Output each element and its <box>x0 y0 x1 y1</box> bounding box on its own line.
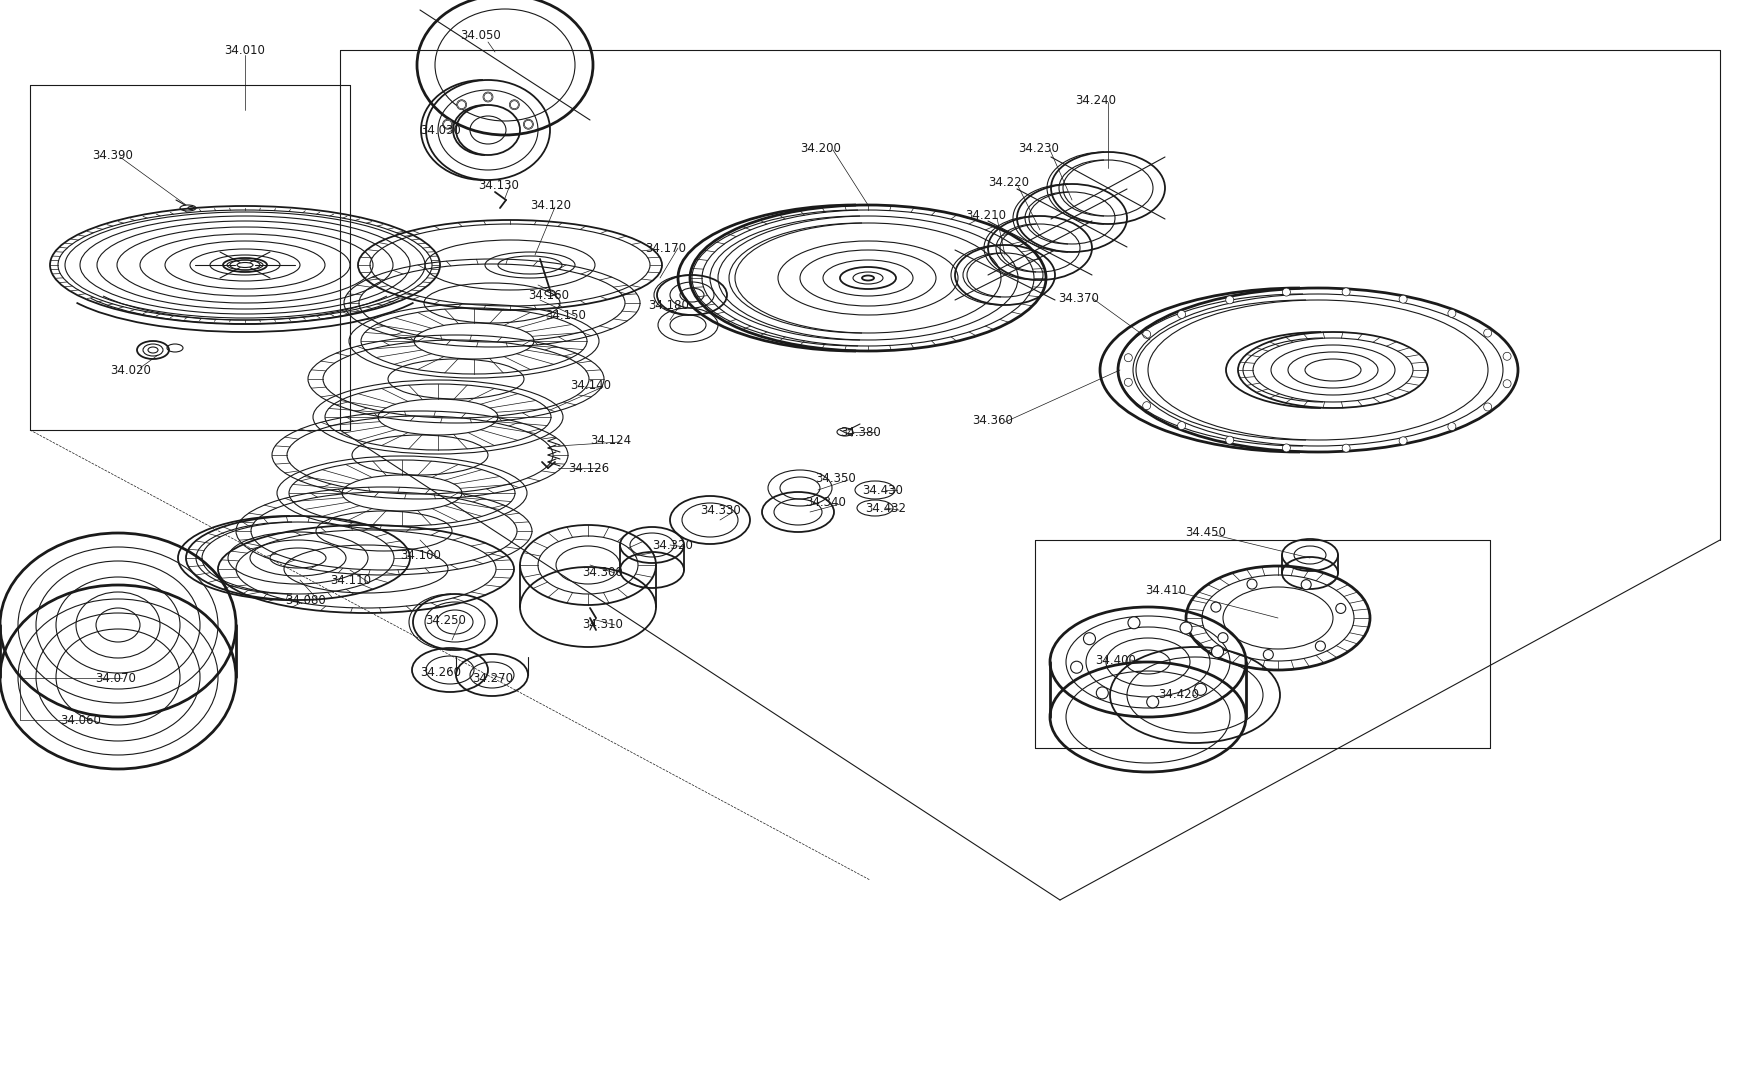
Circle shape <box>1342 444 1349 452</box>
Text: 34.010: 34.010 <box>224 44 266 57</box>
Text: 34.360: 34.360 <box>971 413 1013 426</box>
Text: 34.370: 34.370 <box>1059 291 1099 304</box>
Text: 34.320: 34.320 <box>653 538 693 552</box>
Text: 34.150: 34.150 <box>544 308 586 322</box>
Circle shape <box>1503 379 1510 388</box>
Text: 34.070: 34.070 <box>94 671 136 685</box>
Text: 34.180: 34.180 <box>648 299 690 312</box>
Circle shape <box>483 92 493 102</box>
Circle shape <box>1484 403 1491 411</box>
Circle shape <box>457 99 467 110</box>
Circle shape <box>1143 402 1152 410</box>
Circle shape <box>509 99 520 110</box>
Text: 34.220: 34.220 <box>989 175 1029 189</box>
Text: 34.430: 34.430 <box>863 484 903 497</box>
Text: 34.240: 34.240 <box>1074 94 1116 107</box>
Circle shape <box>1316 641 1325 651</box>
Text: 34.120: 34.120 <box>530 198 570 211</box>
Circle shape <box>1447 310 1456 317</box>
Circle shape <box>1302 580 1311 590</box>
Circle shape <box>1129 617 1139 629</box>
Circle shape <box>1096 687 1108 699</box>
Text: 34.170: 34.170 <box>646 242 686 254</box>
Circle shape <box>1335 604 1346 614</box>
Text: 34.330: 34.330 <box>700 504 740 517</box>
Text: 34.130: 34.130 <box>478 179 520 192</box>
Circle shape <box>1143 330 1152 338</box>
Circle shape <box>1225 295 1234 304</box>
Circle shape <box>1211 645 1223 657</box>
Circle shape <box>1180 622 1192 634</box>
Circle shape <box>1218 632 1228 643</box>
Circle shape <box>1447 423 1456 431</box>
Text: 34.160: 34.160 <box>528 289 569 302</box>
Circle shape <box>1264 650 1274 659</box>
Text: 34.450: 34.450 <box>1185 525 1225 538</box>
Text: 34.140: 34.140 <box>570 378 611 391</box>
Text: 34.230: 34.230 <box>1018 142 1059 155</box>
Circle shape <box>1146 695 1158 707</box>
Text: 34.270: 34.270 <box>473 671 513 685</box>
Circle shape <box>1178 311 1185 318</box>
Text: 34.124: 34.124 <box>590 434 632 447</box>
Text: 34.210: 34.210 <box>964 208 1006 221</box>
Text: 34.432: 34.432 <box>864 501 906 514</box>
Circle shape <box>1124 378 1132 386</box>
Circle shape <box>1195 683 1206 695</box>
Text: 34.420: 34.420 <box>1158 689 1199 702</box>
Circle shape <box>443 119 453 130</box>
Text: 34.200: 34.200 <box>800 142 842 155</box>
Text: 34.390: 34.390 <box>93 148 133 161</box>
Circle shape <box>1083 632 1096 644</box>
Text: 34.340: 34.340 <box>805 496 845 509</box>
Circle shape <box>1071 662 1083 674</box>
Circle shape <box>1342 288 1349 295</box>
Text: 34.100: 34.100 <box>401 548 441 561</box>
Text: 34.060: 34.060 <box>60 714 102 727</box>
Text: 34.080: 34.080 <box>285 593 326 606</box>
Text: 34.260: 34.260 <box>420 666 460 678</box>
Circle shape <box>1283 288 1290 296</box>
Circle shape <box>1283 444 1290 452</box>
Circle shape <box>1484 329 1491 337</box>
Text: 34.380: 34.380 <box>840 425 880 438</box>
Text: 34.110: 34.110 <box>331 573 371 586</box>
Circle shape <box>1398 295 1407 303</box>
Text: 34.126: 34.126 <box>569 461 609 474</box>
Text: 34.020: 34.020 <box>110 363 150 376</box>
Text: 34.310: 34.310 <box>583 618 623 631</box>
Text: 34.350: 34.350 <box>816 472 856 484</box>
Circle shape <box>523 119 534 130</box>
Circle shape <box>1124 354 1132 362</box>
Text: 34.400: 34.400 <box>1096 654 1136 666</box>
Text: 34.030: 34.030 <box>420 123 460 136</box>
Circle shape <box>1398 437 1407 445</box>
Circle shape <box>1225 436 1234 444</box>
Circle shape <box>1178 422 1185 429</box>
Text: 34.050: 34.050 <box>460 28 500 41</box>
Text: 34.300: 34.300 <box>583 566 623 579</box>
Text: 34.250: 34.250 <box>425 614 466 627</box>
Text: 34.410: 34.410 <box>1144 583 1186 596</box>
Circle shape <box>1503 352 1510 361</box>
Circle shape <box>1211 602 1222 613</box>
Circle shape <box>1248 579 1256 589</box>
